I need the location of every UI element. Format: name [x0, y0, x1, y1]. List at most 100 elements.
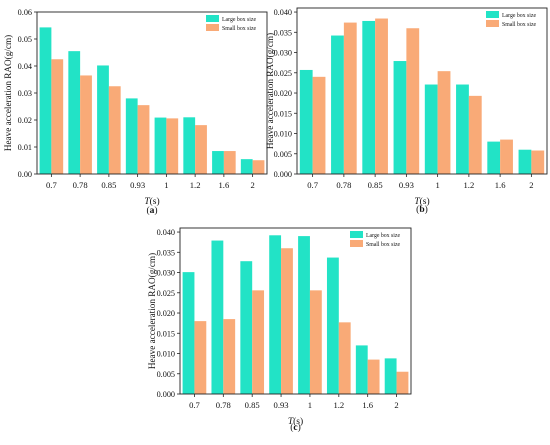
y-tick-label: 0.030 [157, 269, 175, 278]
x-tick-label: 2 [394, 400, 398, 410]
bar-large-0.78 [211, 240, 224, 394]
bar-small-0.85 [252, 290, 265, 394]
y-tick-label: 0.05 [18, 35, 32, 44]
legend-label: Small box size [222, 26, 257, 32]
legend-swatch-large [206, 15, 219, 22]
legend: Large box size Small box size [350, 231, 401, 248]
bar-large-2 [518, 149, 532, 174]
y-tick-label: 0.020 [157, 309, 175, 318]
x-tick-label: 0.85 [101, 180, 116, 190]
bar-small-0.78 [223, 319, 236, 394]
bar-small-0.93 [137, 105, 150, 174]
plot-frame [296, 7, 548, 175]
x-axis-title: T(s) [144, 196, 159, 207]
bar-small-1.6 [500, 139, 513, 174]
y-tick-label: 0.035 [274, 28, 292, 37]
legend-label: Large box size [222, 17, 256, 23]
bar-large-0.7 [39, 27, 52, 174]
y-tick-label: 0.005 [157, 370, 175, 379]
y-tick-label: 0.06 [18, 8, 32, 17]
panel-caption: (b) [416, 204, 428, 215]
legend-swatch-small [486, 20, 499, 27]
x-tick-label: 0.85 [245, 400, 260, 410]
y-tick-label: 0.04 [18, 62, 32, 71]
legend-swatch-large [350, 231, 363, 238]
x-tick-label: 1.6 [362, 400, 373, 410]
x-tick-label: 0.78 [216, 400, 231, 410]
x-tick-label: 0.78 [336, 180, 351, 190]
bar-small-0.85 [108, 86, 121, 174]
panel-caption: (c) [290, 422, 301, 433]
bar-large-2 [384, 358, 397, 394]
x-tick-label: 0.7 [189, 400, 200, 410]
bar-small-1 [437, 71, 451, 174]
chart-panel-b: 0.000 0.005 0.010 0.015 0.020 0.025 0.030 0.035… [265, 7, 548, 215]
y-tick-label: 0.005 [274, 150, 292, 159]
legend-label: Small box size [502, 22, 537, 28]
bar-small-1 [166, 118, 179, 174]
y-tick-label: 0.025 [157, 289, 175, 298]
bar-small-1.2 [468, 95, 482, 174]
legend-label: Large box size [366, 233, 400, 239]
legend-label: Small box size [366, 242, 401, 248]
y-axis-title: Heave acceleration RAO(g/cm) [147, 253, 157, 369]
bar-large-1.6 [212, 151, 224, 174]
bar-large-1.6 [487, 141, 501, 174]
bar-small-0.78 [343, 22, 357, 174]
y-tick-label: 0.025 [274, 69, 292, 78]
bar-small-0.7 [312, 76, 326, 174]
bar-small-1.2 [195, 125, 207, 174]
legend: Large box size Small box size [486, 11, 537, 28]
bar-large-0.93 [269, 235, 282, 394]
bar-large-1 [424, 84, 438, 174]
bar-large-0.7 [299, 69, 313, 174]
legend-swatch-large [486, 11, 499, 18]
panel-caption: (a) [146, 205, 157, 216]
chart-panel-a: 0.00 0.01 0.02 0.03 0.04 0.05 0.06 0.7 0.78 0.85 0… [3, 8, 268, 216]
y-tick-label: 0.040 [274, 8, 292, 17]
x-tick-label: 2 [529, 180, 533, 190]
bar-large-1.2 [183, 117, 196, 174]
bar-small-2 [396, 371, 409, 394]
y-tick-label: 0.000 [157, 390, 175, 399]
y-tick-label: 0.015 [157, 329, 175, 338]
bar-large-0.7 [182, 272, 195, 394]
y-tick-label: 0.01 [18, 143, 32, 152]
bar-large-2 [240, 159, 253, 174]
y-tick-label: 0.000 [274, 170, 292, 179]
x-tick-label: 2 [250, 180, 254, 190]
y-tick-label: 0.02 [18, 116, 32, 125]
x-tick-label: 1 [435, 180, 439, 190]
x-tick-label: 0.93 [399, 180, 414, 190]
y-tick-label: 0.010 [157, 350, 175, 359]
y-tick-label: 0.00 [18, 170, 32, 179]
bar-small-0.78 [80, 75, 92, 174]
bar-large-1 [298, 236, 310, 394]
y-tick-label: 0.03 [18, 89, 32, 98]
y-tick-label: 0.030 [274, 49, 292, 58]
x-tick-label: 1.6 [219, 180, 230, 190]
x-tick-label: 1 [164, 180, 168, 190]
x-tick-label: 1.2 [464, 180, 475, 190]
x-axis-title: T(s) [414, 196, 429, 207]
y-tick-label: 0.040 [157, 228, 175, 237]
x-tick-label: 1.6 [495, 180, 506, 190]
bar-small-1.6 [223, 151, 236, 174]
bar-large-0.93 [125, 98, 138, 174]
bar-large-1 [154, 117, 167, 174]
plot-frame [179, 227, 412, 395]
x-axis-title: T(s) [288, 416, 303, 427]
y-tick-label: 0.020 [274, 89, 292, 98]
x-tick-label: 0.78 [73, 180, 88, 190]
y-axis-title: Heave acceleration RAO(g/cm) [3, 35, 13, 151]
bar-large-0.85 [362, 20, 376, 175]
bar-large-0.78 [68, 51, 81, 174]
bar-small-2 [531, 150, 545, 174]
x-tick-label: 0.85 [368, 180, 383, 190]
y-tick-label: 0.035 [157, 248, 175, 257]
x-tick-label: 1.2 [333, 400, 344, 410]
x-tick-label: 1 [308, 400, 312, 410]
bar-small-0.85 [375, 18, 388, 175]
legend: Large box size Small box size [206, 15, 257, 32]
